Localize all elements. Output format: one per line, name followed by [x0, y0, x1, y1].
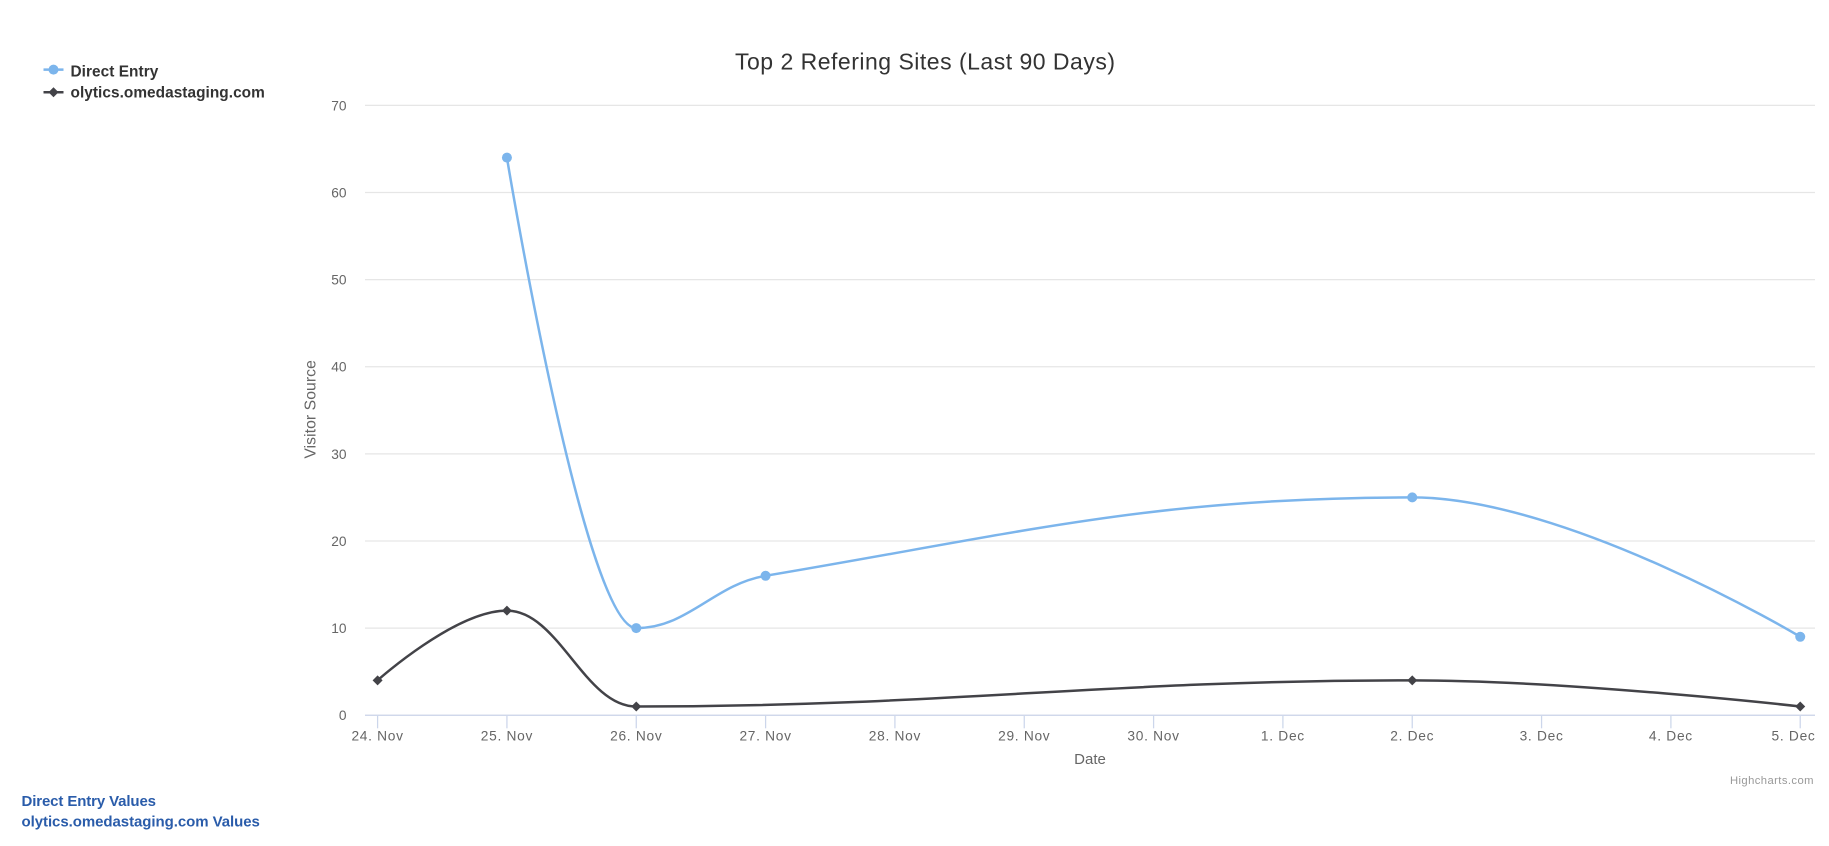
svg-text:29. Nov: 29. Nov — [998, 728, 1050, 743]
svg-text:20: 20 — [331, 534, 347, 549]
svg-text:olytics.omedastaging.com: olytics.omedastaging.com — [71, 85, 265, 102]
svg-text:5. Dec: 5. Dec — [1772, 728, 1816, 743]
svg-text:Date: Date — [1074, 751, 1106, 768]
svg-text:3. Dec: 3. Dec — [1520, 728, 1564, 743]
svg-text:60: 60 — [331, 185, 347, 200]
svg-text:70: 70 — [331, 98, 347, 113]
svg-text:4. Dec: 4. Dec — [1649, 728, 1693, 743]
svg-text:1. Dec: 1. Dec — [1261, 728, 1305, 743]
svg-text:Visitor Source: Visitor Source — [303, 360, 320, 459]
svg-text:26. Nov: 26. Nov — [610, 728, 662, 743]
svg-text:Direct Entry: Direct Entry — [71, 63, 159, 80]
svg-text:40: 40 — [331, 360, 347, 375]
svg-text:30. Nov: 30. Nov — [1127, 728, 1179, 743]
svg-text:10: 10 — [331, 621, 347, 636]
svg-text:28. Nov: 28. Nov — [869, 728, 921, 743]
svg-text:27. Nov: 27. Nov — [739, 728, 791, 743]
svg-text:24. Nov: 24. Nov — [351, 728, 403, 743]
svg-text:2. Dec: 2. Dec — [1390, 728, 1434, 743]
svg-text:30: 30 — [331, 447, 347, 462]
svg-text:50: 50 — [331, 273, 347, 288]
svg-text:olytics.omedastaging.com Value: olytics.omedastaging.com Values — [22, 814, 260, 831]
svg-text:0: 0 — [339, 708, 347, 723]
svg-text:25. Nov: 25. Nov — [481, 728, 533, 743]
svg-text:Direct Entry Values: Direct Entry Values — [22, 793, 157, 810]
svg-text:Top 2 Refering Sites (Last 90: Top 2 Refering Sites (Last 90 Days) — [735, 49, 1115, 75]
svg-text:Highcharts.com: Highcharts.com — [1730, 775, 1814, 787]
